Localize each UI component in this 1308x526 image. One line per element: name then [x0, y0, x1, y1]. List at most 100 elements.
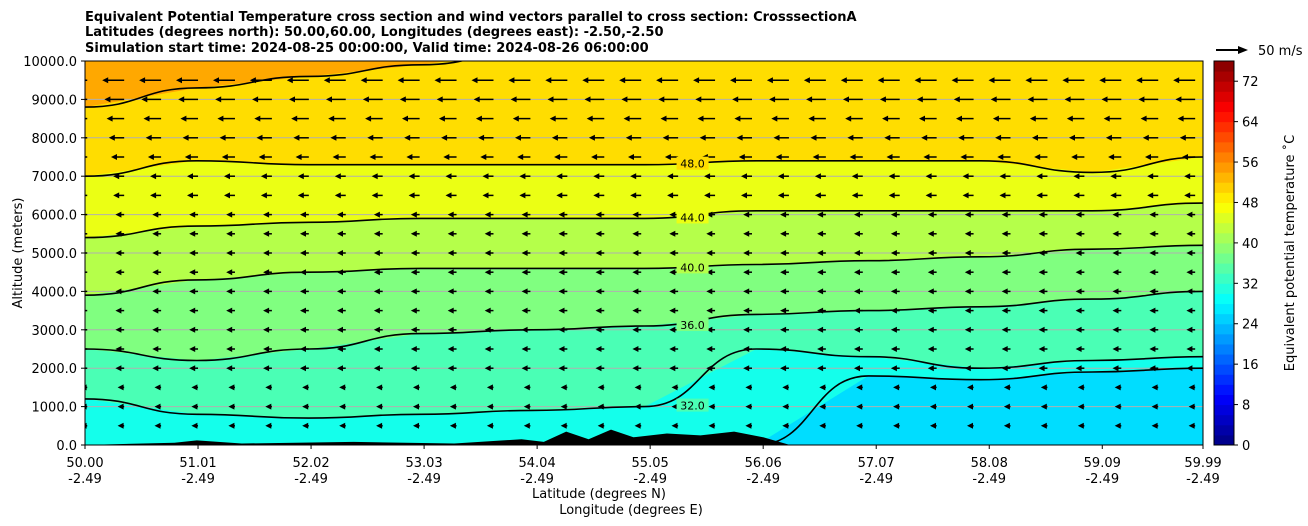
wind-vector — [373, 346, 383, 352]
wind-vector — [484, 269, 494, 276]
terrain-profile — [85, 429, 1203, 445]
colorbar-band — [1214, 151, 1234, 163]
wind-vector — [85, 384, 88, 391]
wind-vector — [780, 288, 789, 295]
wind-vector — [988, 77, 1011, 84]
wind-vector — [1077, 422, 1085, 429]
wind-vector — [1003, 403, 1011, 410]
wind-vector — [1145, 154, 1159, 160]
wind-vector — [1149, 288, 1159, 295]
wind-vector — [1040, 403, 1048, 410]
wind-vector — [410, 269, 420, 276]
wind-vector — [558, 365, 568, 372]
wind-vector — [337, 288, 346, 295]
wind-vector — [228, 422, 235, 429]
wind-vector — [1038, 307, 1048, 314]
wind-vector — [766, 77, 789, 84]
wind-vector — [152, 326, 162, 333]
wind-vector — [265, 384, 272, 391]
wind-vector — [812, 154, 826, 160]
wind-vector — [1179, 134, 1196, 141]
x-tick-label-lon: -2.49 — [859, 472, 893, 487]
colorbar-band — [1214, 232, 1234, 244]
colorbar-band — [1214, 343, 1234, 355]
wind-vector — [854, 307, 863, 314]
wind-vector — [104, 96, 125, 103]
wind-vector — [595, 326, 605, 333]
wind-vector — [621, 96, 642, 103]
wind-vector — [1136, 77, 1159, 84]
wind-vector — [365, 115, 383, 122]
wind-vector — [286, 77, 309, 84]
wind-vector — [1038, 288, 1048, 295]
wind-vector — [152, 211, 162, 218]
wind-vector — [591, 154, 605, 160]
wind-vector — [560, 422, 568, 429]
wind-vector — [1149, 307, 1159, 314]
wind-vector — [632, 307, 642, 314]
wind-vector — [706, 326, 716, 333]
wind-vector — [404, 134, 420, 141]
wind-vector — [964, 230, 974, 237]
wind-vector — [893, 384, 900, 391]
wind-vector — [845, 115, 863, 122]
wind-vector — [1173, 77, 1196, 84]
wind-vector — [595, 230, 605, 237]
wind-vector — [706, 307, 716, 314]
wind-vector — [706, 269, 716, 276]
wind-vector — [1184, 173, 1196, 180]
wind-vector — [328, 115, 346, 122]
wind-vector — [1149, 269, 1159, 276]
wind-vector — [224, 173, 235, 180]
wind-vector — [1040, 384, 1048, 391]
wind-vector — [595, 288, 605, 295]
wind-vector — [1075, 365, 1085, 372]
wind-vector — [1001, 365, 1011, 372]
wind-vector — [447, 365, 457, 372]
wind-vector — [1001, 346, 1011, 352]
colorbar-ticks: 0 8 16 24 32 40 48 56 64 72 — [1234, 75, 1259, 454]
wind-vector — [843, 96, 863, 103]
wind-vector — [1029, 115, 1048, 122]
wind-vector — [814, 173, 826, 180]
wind-vector — [1147, 192, 1159, 199]
wind-vector — [780, 346, 789, 352]
wind-vector — [1114, 422, 1122, 429]
x-tick-label-lon: -2.49 — [181, 472, 215, 487]
colorbar-band — [1214, 414, 1234, 426]
wind-vector — [780, 307, 789, 314]
colorbar-band — [1214, 333, 1234, 345]
colorbar-band — [1214, 313, 1234, 325]
colorbar-band — [1214, 101, 1234, 113]
wind-vector — [300, 288, 309, 295]
wind-vector — [697, 115, 716, 122]
wind-vector — [1149, 326, 1159, 333]
wind-vector — [510, 96, 531, 103]
wind-vector — [1075, 211, 1085, 218]
wind-vector — [189, 307, 199, 314]
wind-vector — [1038, 269, 1048, 276]
wind-vector — [669, 365, 679, 372]
wind-vector — [693, 77, 716, 84]
wind-vector — [85, 175, 88, 177]
colorbar-band — [1214, 111, 1234, 123]
wind-vector — [484, 365, 494, 372]
x-tick-label-lon: -2.49 — [1085, 472, 1119, 487]
colorbar-band — [1214, 323, 1234, 335]
wind-vector — [810, 134, 826, 141]
wind-vector — [1105, 134, 1122, 141]
wind-vector — [856, 403, 863, 410]
wind-vector — [743, 211, 752, 218]
colorbar-band — [1214, 354, 1234, 365]
contour-label-bg — [676, 156, 709, 170]
wind-vector — [224, 192, 235, 199]
wind-vector — [819, 384, 826, 391]
wind-vector — [890, 346, 900, 352]
colorbar-band — [1214, 182, 1234, 193]
plot-area — [85, 61, 1203, 445]
wind-vector — [782, 403, 789, 410]
wind-vector — [1151, 422, 1159, 429]
wind-vector — [1003, 422, 1011, 429]
quiver-key: 50 m/s — [1216, 44, 1303, 59]
wind-vector — [113, 192, 125, 199]
